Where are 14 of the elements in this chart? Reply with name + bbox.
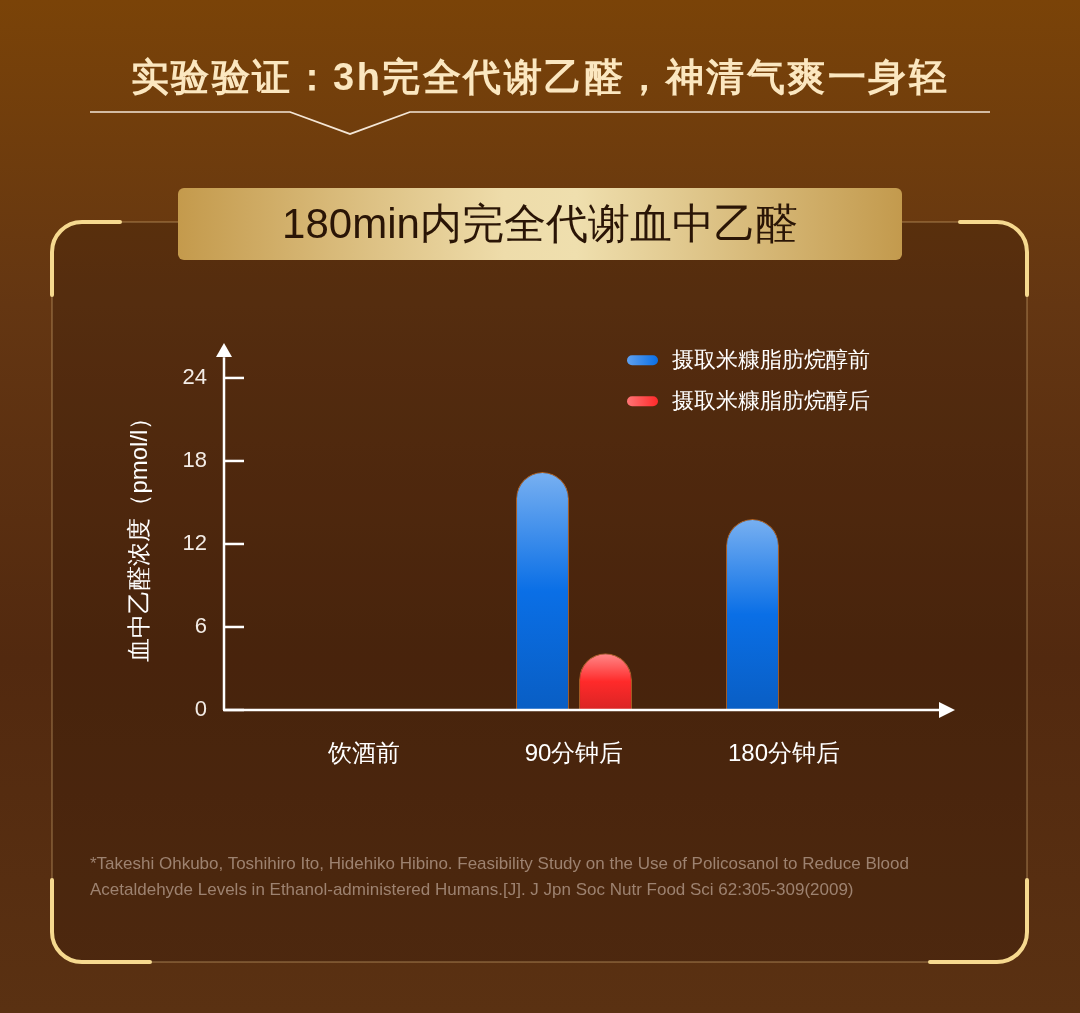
y-tick-label: 12	[182, 530, 207, 556]
y-tick-label: 24	[182, 364, 207, 390]
y-axis-title: 血中乙醛浓度（pmol/l）	[125, 405, 153, 662]
text: *Takeshi Ohkubo, Toshihiro Ito, Hidehiko Hibino. Feasibility Study on the Use of Policosanol to Reduce Blood Acetaldehyde Levels in Ethanol-administered Humans.[J]. J Jpn Soc Nutr Food Sci 62:305-309(2009)	[90, 854, 909, 899]
x-tick-label: 饮酒前	[327, 739, 400, 767]
x-tick-label: 180分钟后	[727, 739, 841, 767]
x-tick-label: 90分钟后	[524, 739, 624, 767]
y-tick-label: 0	[194, 696, 207, 722]
chart-subtitle: 180min内完全代谢血中乙醛	[282, 200, 798, 247]
y-tick-label: 6	[194, 613, 207, 639]
chart-title: 实验验证：3h完全代谢乙醛，神清气爽一身轻	[130, 56, 950, 98]
legend-label: 摄取米糠脂肪烷醇后	[672, 388, 870, 414]
legend-label: 摄取米糠脂肪烷醇前	[672, 347, 870, 373]
y-tick-label: 18	[182, 447, 207, 473]
